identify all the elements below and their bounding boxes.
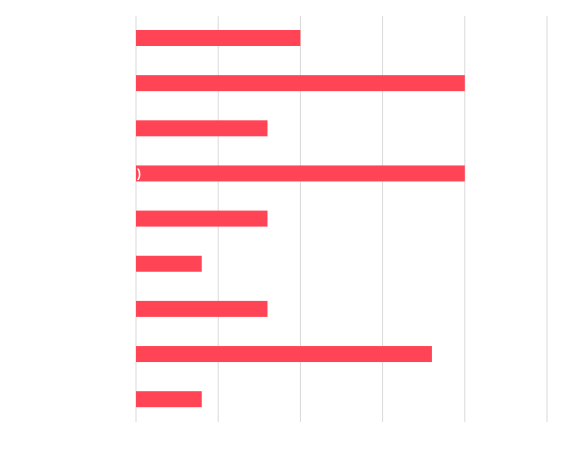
- bar-8: [136, 391, 202, 408]
- bar-4: [136, 210, 268, 227]
- bar-7: [136, 346, 432, 363]
- bar-6: [136, 300, 268, 317]
- bar-1: [136, 75, 465, 92]
- bar-labels: ): [137, 166, 141, 180]
- bar-2: [136, 120, 268, 137]
- bar-0: [136, 30, 301, 46]
- bar-3: [136, 165, 465, 182]
- bar-label-3: ): [137, 166, 141, 180]
- bars: [136, 30, 465, 408]
- bar-5: [136, 255, 202, 272]
